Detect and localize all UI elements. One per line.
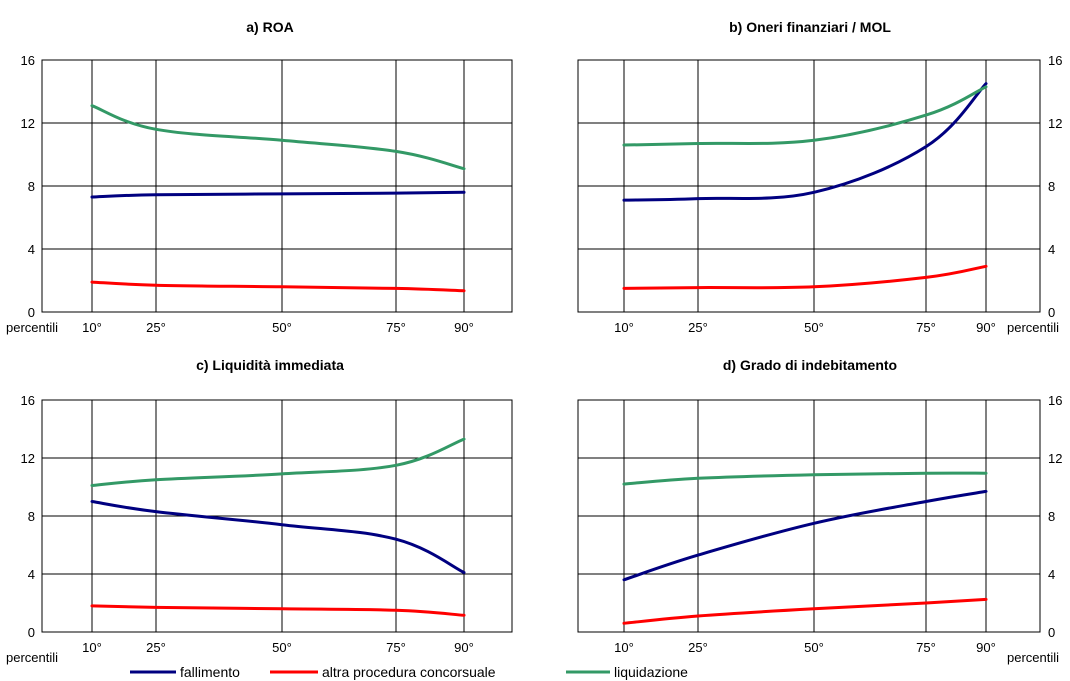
y-tick-label: 8 [28, 179, 35, 194]
chart-panel-d: d) Grado di indebitamento 0 4 8 12 16 10° 25° 50… [577, 357, 1062, 665]
legend-label-fallimento: fallimento [180, 664, 240, 680]
y-tick-label: 12 [21, 451, 35, 466]
x-tick-label: 25° [688, 320, 708, 335]
y-tick-label: 12 [1048, 116, 1062, 131]
x-tick-label: 50° [804, 640, 824, 655]
chart-title: b) Oneri finanziari / MOL [729, 19, 891, 35]
y-tick-label: 4 [28, 242, 35, 257]
y-tick-label: 0 [28, 625, 35, 640]
y-tick-label: 8 [28, 509, 35, 524]
series-line-liquidazione [90, 104, 466, 171]
y-tick-label: 16 [21, 53, 35, 68]
x-tick-label: 75° [386, 320, 406, 335]
x-tick-label: 50° [272, 320, 292, 335]
x-tick-label: 10° [614, 320, 634, 335]
x-tick-label: 90° [976, 640, 996, 655]
legend: fallimento altra procedura concorsuale liq… [130, 664, 688, 680]
chart-title: a) ROA [246, 19, 293, 35]
y-tick-label: 16 [21, 393, 35, 408]
series-line-liquidazione [622, 471, 988, 486]
x-tick-label: 75° [916, 320, 936, 335]
y-tick-label: 4 [1048, 567, 1055, 582]
series-line-fallimento [90, 500, 466, 574]
x-tick-label: 50° [272, 640, 292, 655]
x-tick-label: 10° [614, 640, 634, 655]
legend-label-liquidazione: liquidazione [614, 664, 688, 680]
legend-label-altra: altra procedura concorsuale [322, 664, 496, 680]
series-line-altra [622, 264, 988, 290]
x-axis-label: percentili [6, 650, 58, 665]
series-line-altra [622, 597, 988, 625]
x-axis-label: percentili [1007, 320, 1059, 335]
plot-frame [577, 399, 1041, 633]
y-tick-label: 0 [1048, 305, 1055, 320]
x-axis-label: percentili [6, 320, 58, 335]
series-line-altra [90, 604, 466, 617]
series-line-fallimento [622, 82, 988, 202]
x-tick-label: 75° [916, 640, 936, 655]
series-line-fallimento [622, 489, 988, 582]
y-tick-label: 4 [1048, 242, 1055, 257]
x-tick-label: 50° [804, 320, 824, 335]
x-tick-label: 10° [82, 320, 102, 335]
x-tick-label: 90° [454, 640, 474, 655]
plot-frame [41, 59, 513, 313]
y-tick-label: 12 [21, 116, 35, 131]
x-tick-label: 90° [454, 320, 474, 335]
y-tick-label: 8 [1048, 509, 1055, 524]
y-tick-label: 12 [1048, 451, 1062, 466]
chart-panel-b: b) Oneri finanziari / MOL 0 4 8 12 16 10° 25° 50… [577, 19, 1062, 335]
x-tick-label: 75° [386, 640, 406, 655]
y-tick-label: 16 [1048, 53, 1062, 68]
series-line-liquidazione [90, 437, 466, 488]
series-line-fallimento [90, 190, 466, 199]
y-tick-label: 16 [1048, 393, 1062, 408]
y-tick-label: 0 [28, 305, 35, 320]
chart-title: c) Liquidità immediata [196, 357, 344, 373]
chart-title: d) Grado di indebitamento [723, 357, 897, 373]
x-tick-label: 25° [146, 640, 166, 655]
series-line-liquidazione [622, 85, 988, 147]
x-tick-label: 90° [976, 320, 996, 335]
x-tick-label: 25° [688, 640, 708, 655]
y-tick-label: 4 [28, 567, 35, 582]
x-tick-label: 10° [82, 640, 102, 655]
x-axis-label: percentili [1007, 650, 1059, 665]
plot-frame [41, 399, 513, 633]
y-tick-label: 8 [1048, 179, 1055, 194]
y-tick-label: 0 [1048, 625, 1055, 640]
chart-panel-a: a) ROA 0 4 8 12 16 10° 25° 50° 75° 90° percentili [6, 19, 513, 335]
x-tick-label: 25° [146, 320, 166, 335]
series-line-altra [90, 280, 466, 293]
chart-panel-c: c) Liquidità immediata 0 4 8 12 16 10° 25° 50° 75… [6, 357, 513, 665]
plot-frame [577, 59, 1041, 313]
